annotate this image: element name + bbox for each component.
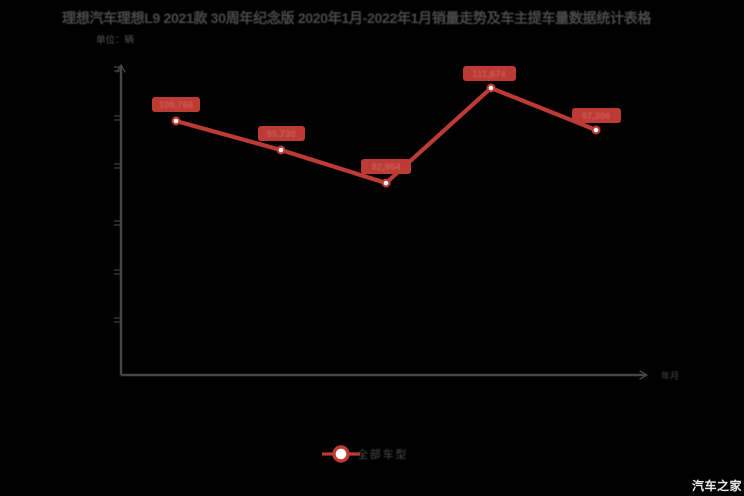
svg-text:97,306: 97,306 (581, 111, 610, 122)
svg-text:108,766: 108,766 (159, 100, 193, 111)
svg-text:年月: 年月 (661, 370, 679, 381)
svg-text:95,730: 95,730 (266, 129, 295, 140)
svg-text:82,954: 82,954 (371, 162, 401, 173)
svg-text:111,674: 111,674 (472, 69, 506, 80)
